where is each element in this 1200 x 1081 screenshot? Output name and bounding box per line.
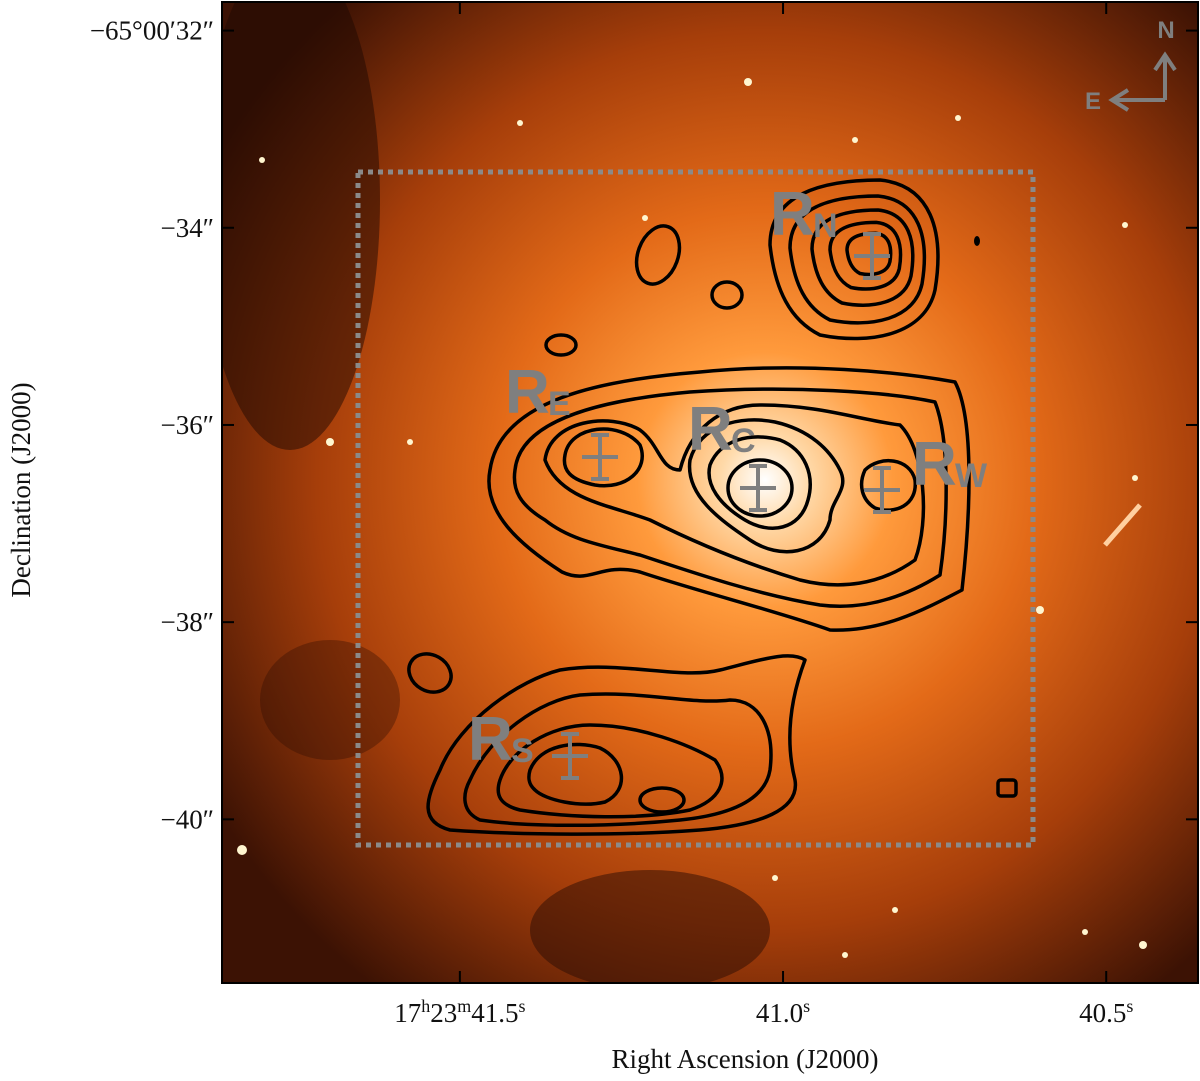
compass-east: E — [1085, 88, 1101, 115]
region-marker: RS — [468, 705, 588, 780]
region-label: R — [468, 705, 513, 774]
y-tick-label: −40″ — [161, 804, 214, 834]
region-cross — [582, 433, 618, 481]
x-tick-label: 17h23m41.5s — [394, 996, 525, 1028]
region-label: R — [770, 180, 815, 249]
y-axis-label: Declination (J2000) — [6, 382, 36, 597]
plot-frame — [221, 1, 1199, 984]
region-label: R — [912, 430, 957, 499]
y-tick-label: −38″ — [161, 607, 214, 637]
x-tick-label: 40.5s — [1079, 996, 1133, 1028]
region-marker: RE — [505, 358, 618, 481]
y-tick-label: −36″ — [161, 410, 214, 440]
sky-image — [222, 2, 1198, 983]
region-marker: RW — [864, 430, 988, 514]
region-box — [355, 169, 1036, 848]
region-marker: RN — [770, 180, 890, 280]
region-cross — [552, 732, 588, 780]
compass-north: N — [1157, 17, 1174, 44]
region-subscript: C — [731, 422, 756, 460]
contours — [407, 180, 1018, 836]
y-tick-label: −34″ — [161, 213, 214, 243]
compass: N E — [1085, 17, 1177, 115]
region-label: R — [505, 358, 550, 427]
region-subscript: W — [955, 457, 988, 495]
region-marker: RC — [688, 395, 776, 512]
x-axis-label: Right Ascension (J2000) — [612, 1044, 879, 1074]
x-tick-label: 41.0s — [756, 996, 810, 1028]
region-cross — [740, 464, 776, 512]
y-tick-label: −65°00′32″ — [90, 16, 214, 46]
region-label: R — [688, 395, 733, 464]
region-subscript: E — [548, 385, 571, 423]
region-cross — [864, 466, 900, 514]
region-cross — [854, 232, 890, 280]
region-subscript: S — [511, 732, 534, 770]
region-subscript: N — [813, 207, 838, 245]
